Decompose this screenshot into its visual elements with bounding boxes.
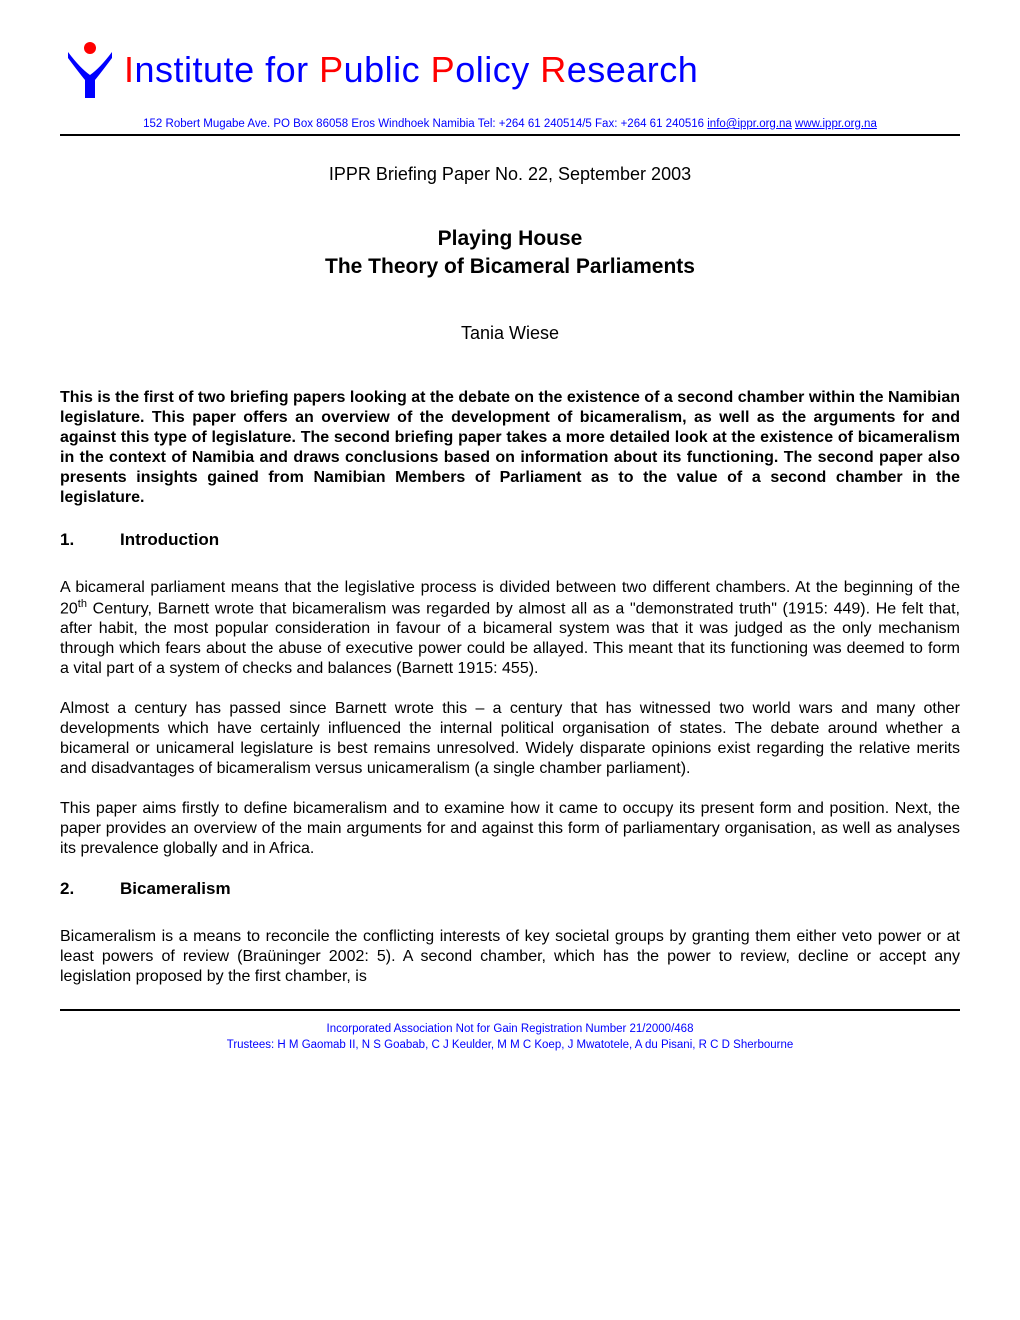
website-link[interactable]: www.ippr.org.na <box>795 118 877 130</box>
paper-title-line1: Playing House <box>60 227 960 251</box>
body-paragraph: Bicameralism is a means to reconcile the… <box>60 927 960 987</box>
section-number: 1. <box>60 530 120 550</box>
section-number: 2. <box>60 879 120 899</box>
section-heading: 1.Introduction <box>60 530 960 550</box>
sections-container: 1.Introduction A bicameral parliament mea… <box>60 530 960 987</box>
org-title: Institute for Public Policy Research <box>124 49 698 91</box>
org-title-part: ublic <box>344 49 431 90</box>
org-title-part: nstitute for <box>135 49 320 90</box>
paper-title-line2: The Theory of Bicameral Parliaments <box>60 255 960 279</box>
email-link[interactable]: info@ippr.org.na <box>707 118 792 130</box>
org-title-part: olicy <box>455 49 540 90</box>
paper-meta: IPPR Briefing Paper No. 22, September 20… <box>60 164 960 185</box>
address-text: 152 Robert Mugabe Ave. PO Box 86058 Eros… <box>143 118 707 130</box>
org-title-part: P <box>431 49 456 90</box>
footer-line1: Incorporated Association Not for Gain Re… <box>327 1023 694 1035</box>
document-header: Institute for Public Policy Research 152… <box>60 40 960 136</box>
address-line: 152 Robert Mugabe Ave. PO Box 86058 Eros… <box>60 118 960 130</box>
section-title: Introduction <box>120 530 219 549</box>
author-name: Tania Wiese <box>60 323 960 344</box>
body-paragraph: This paper aims firstly to define bicame… <box>60 799 960 859</box>
abstract-text: This is the first of two briefing papers… <box>60 388 960 508</box>
org-title-part: R <box>540 49 567 90</box>
section-heading: 2.Bicameralism <box>60 879 960 899</box>
logo-title-row: Institute for Public Policy Research <box>60 40 960 100</box>
footer-text: Incorporated Association Not for Gain Re… <box>60 1021 960 1053</box>
body-paragraph: A bicameral parliament means that the le… <box>60 578 960 679</box>
org-title-part: I <box>124 49 135 90</box>
org-title-part: P <box>319 49 344 90</box>
body-paragraph: Almost a century has passed since Barnet… <box>60 699 960 779</box>
org-logo-icon <box>60 40 120 100</box>
document-footer: Incorporated Association Not for Gain Re… <box>60 1009 960 1053</box>
footer-line2: Trustees: H M Gaomab II, N S Goabab, C J… <box>227 1039 794 1051</box>
org-title-part: esearch <box>567 49 699 90</box>
section-title: Bicameralism <box>120 879 231 898</box>
header-divider <box>60 134 960 136</box>
footer-divider <box>60 1009 960 1011</box>
